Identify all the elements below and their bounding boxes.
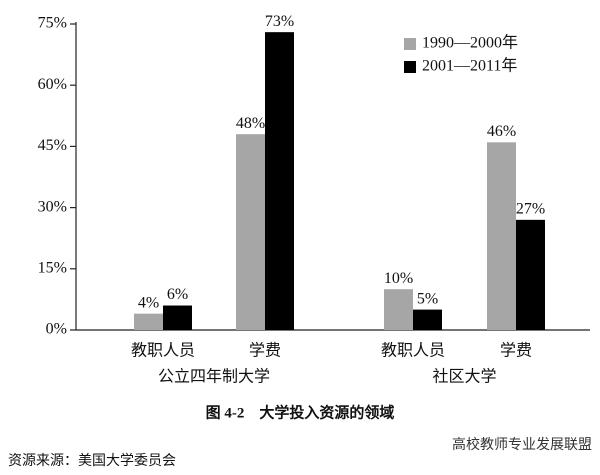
group-label: 社区大学 — [432, 368, 496, 386]
x-tick-label: 教职人员 — [381, 342, 445, 360]
bar — [265, 32, 294, 330]
value-label: 46% — [487, 123, 516, 140]
group-label: 公立四年制大学 — [158, 368, 270, 386]
value-label: 4% — [138, 294, 159, 311]
y-tick-label: 75% — [38, 15, 67, 32]
y-tick-label: 45% — [38, 137, 67, 154]
value-label: 6% — [167, 286, 188, 303]
legend-swatch — [404, 38, 416, 50]
value-label: 27% — [516, 201, 545, 218]
x-tick-label: 教职人员 — [131, 342, 195, 360]
legend-label: 2001—2011年 — [422, 57, 517, 75]
caption: 图 4-2 大学投入资源的领域 — [206, 403, 395, 421]
bar — [487, 142, 516, 330]
value-label: 5% — [417, 290, 438, 307]
x-tick-label: 学费 — [249, 342, 281, 360]
y-tick-label: 0% — [46, 321, 67, 338]
bar — [413, 309, 442, 330]
value-label: 73% — [265, 13, 294, 30]
watermark: 高校教师专业发展联盟 — [452, 436, 592, 453]
legend-swatch — [404, 61, 416, 73]
bar — [163, 305, 192, 330]
bar — [236, 134, 265, 330]
legend-label: 1990—2000年 — [422, 34, 518, 52]
x-tick-label: 学费 — [500, 342, 532, 360]
y-tick-label: 15% — [38, 259, 67, 276]
value-label: 48% — [236, 115, 265, 132]
bar — [134, 313, 163, 330]
source: 资源来源：美国大学委员会 — [8, 453, 176, 469]
bar — [516, 219, 545, 330]
y-tick-label: 30% — [38, 198, 67, 215]
y-tick-label: 60% — [38, 76, 67, 93]
value-label: 10% — [384, 270, 413, 287]
bar — [384, 289, 413, 330]
